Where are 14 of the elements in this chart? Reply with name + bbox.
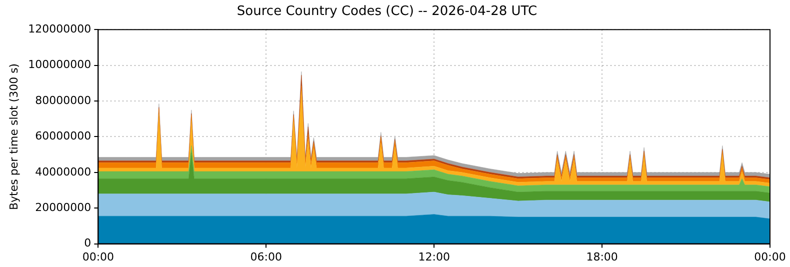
- chart-title: Source Country Codes (CC) -- 2026-04-28 UTC: [236, 4, 538, 20]
- x-tick-label: 12:00: [418, 250, 450, 264]
- y-tick-label: 0: [84, 236, 92, 250]
- x-tick-label: 18:00: [586, 250, 618, 264]
- x-tick-label: 06:00: [250, 250, 282, 264]
- x-tick-label: 00:00: [754, 250, 786, 264]
- y-tick-label: 20000000: [35, 200, 92, 214]
- y-axis-title: Bytes per time slot (300 s): [7, 63, 20, 210]
- y-tick-label: 80000000: [35, 94, 92, 107]
- y-tick-label: 60000000: [35, 130, 92, 143]
- y-tick-label: 120000000: [28, 22, 92, 36]
- x-tick-label: 00:00: [82, 250, 114, 264]
- y-tick-label: 40000000: [35, 165, 92, 178]
- y-tick-label: 100000000: [28, 58, 92, 72]
